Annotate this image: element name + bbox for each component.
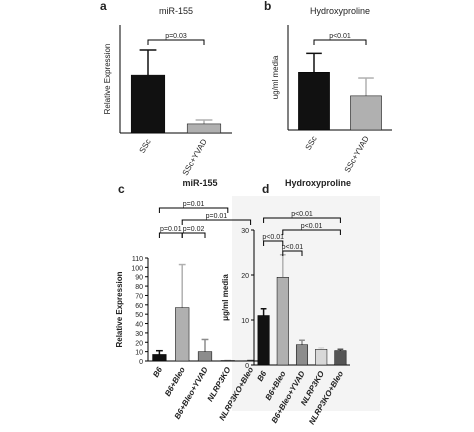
bar	[187, 124, 221, 133]
panel-letter: c	[118, 182, 125, 196]
bar	[198, 352, 212, 361]
p-value: p=0.02	[183, 226, 205, 233]
p-value: p<0.01	[262, 234, 284, 241]
y-axis-label: ug/ml media	[271, 55, 280, 99]
panel-letter: d	[262, 182, 269, 196]
significance-bracket	[148, 40, 204, 45]
bar	[277, 277, 289, 365]
y-axis-label: Relative Expression	[103, 44, 112, 115]
y-tick-label: 10	[135, 350, 143, 357]
p-value: p<0.01	[291, 211, 313, 218]
y-tick-label: 40	[135, 322, 143, 329]
p-value: p=0.03	[165, 33, 187, 40]
bar	[153, 354, 167, 361]
y-tick-label: 90	[135, 275, 143, 282]
y-tick-label: 30	[135, 331, 143, 338]
x-tick-label: B6	[151, 365, 164, 379]
p-value: p=0.01	[160, 226, 182, 233]
bar	[175, 308, 189, 361]
y-tick-label: 20	[241, 273, 249, 280]
y-tick-label: 0	[245, 363, 249, 370]
p-value: p<0.01	[329, 33, 351, 40]
chart-title: miR-155	[182, 178, 217, 188]
y-tick-label: 100	[131, 265, 143, 272]
y-axis-label: μg/ml media	[221, 274, 230, 321]
y-tick-label: 0	[139, 359, 143, 366]
p-value: p<0.01	[282, 244, 304, 251]
x-tick-label: SSc	[138, 138, 153, 155]
y-tick-label: 60	[135, 303, 143, 310]
bar	[258, 316, 270, 366]
y-tick-label: 50	[135, 312, 143, 319]
x-tick-label: SSc+YVAD	[343, 134, 371, 174]
bar	[335, 351, 347, 365]
y-tick-label: 70	[135, 293, 143, 300]
p-value: p=0.01	[206, 213, 228, 220]
chart-title: Hydroxyproline	[310, 6, 370, 16]
y-tick-label: 110	[132, 256, 143, 263]
bar	[315, 349, 327, 365]
bar	[350, 96, 381, 130]
bar	[131, 75, 165, 133]
x-tick-label: B6+Bleo	[163, 365, 187, 398]
significance-bracket	[182, 233, 205, 238]
x-tick-label: SSc+YVAD	[181, 137, 209, 177]
significance-bracket	[314, 40, 366, 45]
p-value: p<0.01	[301, 223, 323, 230]
chart-title: miR-155	[159, 6, 193, 16]
x-tick-label: SSc	[304, 135, 319, 152]
panel-letter: a	[100, 0, 107, 13]
bar	[296, 345, 308, 365]
panel-letter: b	[264, 0, 271, 13]
chart-title: Hydroxyproline	[285, 178, 351, 188]
y-tick-label: 20	[135, 340, 143, 347]
bar	[298, 72, 329, 130]
y-axis-label: Relative Expression	[115, 271, 124, 347]
p-value: p=0.01	[183, 201, 205, 208]
significance-bracket	[159, 233, 182, 238]
y-tick-label: 10	[241, 318, 249, 325]
y-tick-label: 30	[241, 228, 249, 235]
y-tick-label: 80	[135, 284, 143, 291]
